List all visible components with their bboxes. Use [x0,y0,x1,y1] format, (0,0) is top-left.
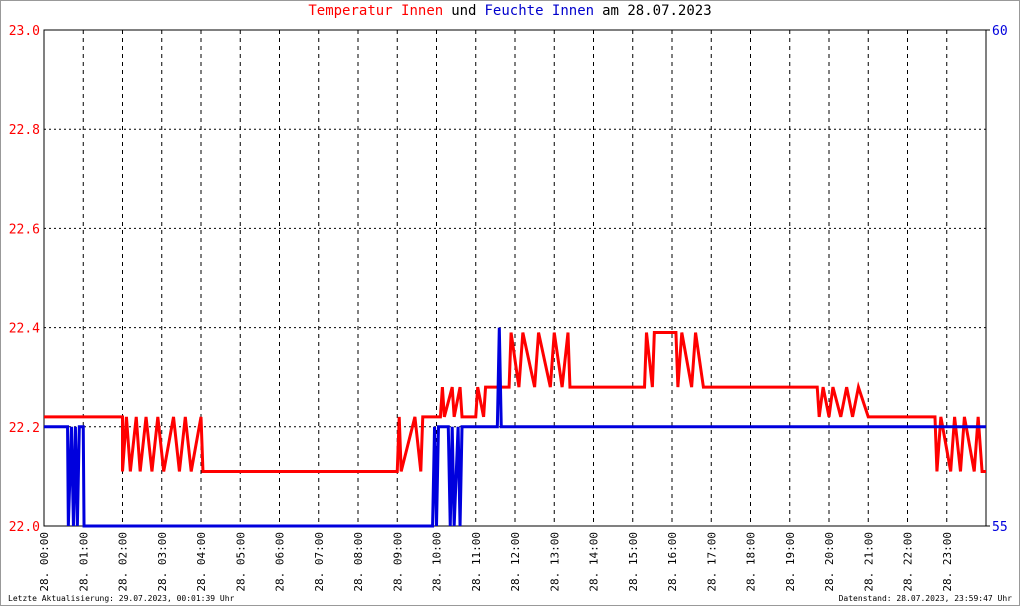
chart-title: Temperatur Innen und Feuchte Innen am 28.07… [308,3,711,19]
x-tick-label: 28. 18:00 [745,532,758,592]
x-tick-label: 28. 02:00 [117,532,130,592]
y2-tick-label: 55 [992,520,1008,535]
y-tick-label: 23.0 [9,24,40,39]
y-tick-label: 22.0 [9,520,40,535]
x-tick-label: 28. 23:00 [941,532,954,592]
x-tick-label: 28. 20:00 [823,532,836,592]
x-tick-label: 28. 09:00 [391,532,404,592]
data-line [44,331,986,473]
x-tick-label: 28. 06:00 [274,532,287,592]
x-tick-label: 28. 14:00 [588,532,601,592]
y2-tick-label: 60 [992,24,1008,39]
x-tick-label: 28. 17:00 [705,532,718,592]
title-part: Feuchte Innen [485,3,595,19]
y-tick-label: 22.6 [9,222,40,237]
y-tick-label: 22.2 [9,421,40,436]
x-tick-label: 28. 22:00 [902,532,915,592]
title-part: am 28.07.2023 [602,3,712,19]
x-tick-label: 28. 15:00 [627,532,640,592]
title-part: Temperatur Innen [308,3,443,19]
x-tick-label: 28. 05:00 [234,532,247,592]
x-tick-label: 28. 01:00 [77,532,90,592]
x-tick-label: 28. 16:00 [666,532,679,592]
y-tick-label: 22.8 [9,123,40,138]
y-tick-label: 22.4 [9,322,40,337]
x-tick-label: 28. 21:00 [862,532,875,592]
title-part: und [451,3,476,19]
x-tick-label: 28. 12:00 [509,532,522,592]
footer-right: Datenstand: 28.07.2023, 23:59:47 Uhr [839,594,1013,603]
x-tick-label: 28. 00:00 [38,532,51,592]
data-line [44,327,986,528]
footer-left: Letzte Aktualisierung: 29.07.2023, 00:01… [8,594,235,603]
x-tick-label: 28. 11:00 [470,532,483,592]
x-tick-label: 28. 10:00 [431,532,444,592]
x-tick-label: 28. 04:00 [195,532,208,592]
x-tick-label: 28. 07:00 [313,532,326,592]
x-tick-label: 28. 03:00 [156,532,169,592]
x-tick-label: 28. 08:00 [352,532,365,592]
x-tick-label: 28. 13:00 [548,532,561,592]
x-tick-label: 28. 19:00 [784,532,797,592]
